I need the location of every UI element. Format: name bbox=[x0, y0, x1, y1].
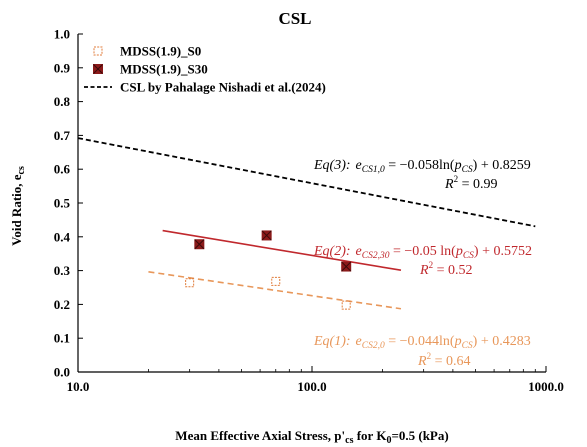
eq3-r2: R2 = 0.99 bbox=[444, 174, 497, 192]
fit-line-2 bbox=[162, 229, 402, 271]
data-point-s30 bbox=[194, 239, 205, 250]
x-tick-label: 10.0 bbox=[67, 379, 90, 394]
marker-cross bbox=[93, 64, 103, 74]
legend-label: CSL by Pahalage Nishadi et al.(2024) bbox=[120, 80, 326, 95]
fit-line-1 bbox=[148, 270, 402, 310]
series-line-csl-reference bbox=[77, 137, 536, 228]
y-tick-label: 0.6 bbox=[54, 162, 71, 177]
y-axis-label: Void Ratio, ecs bbox=[9, 166, 27, 246]
legend: MDSS(1.9)_S0 MDSS(1.9)_S30 CSL by Pahalage… bbox=[84, 44, 326, 95]
data-point-s0 bbox=[185, 278, 195, 288]
eq1-text: Eq(1): eCS2,0 = −0.044ln(pCS) + 0.4283 bbox=[313, 334, 531, 351]
eq3-text: Eq(3): eCS1,0 = −0.058ln(pCS) + 0.8259 bbox=[313, 158, 531, 175]
x-tick-label: 1000.0 bbox=[528, 379, 564, 394]
y-tick-label: 0.4 bbox=[54, 229, 71, 244]
y-tick-label: 0.5 bbox=[54, 196, 71, 211]
annotation-eq3: Eq(3): eCS1,0 = −0.058ln(pCS) + 0.8259 R2… bbox=[313, 158, 531, 192]
eq1-r2: R2 = 0.64 bbox=[417, 351, 470, 369]
y-tick-label: 0.0 bbox=[54, 365, 70, 380]
chart-marks bbox=[77, 137, 536, 310]
legend-label: MDSS(1.9)_S30 bbox=[120, 62, 208, 77]
legend-symbol-s30 bbox=[93, 64, 103, 74]
data-point-s0 bbox=[341, 300, 351, 310]
y-tick-label: 0.9 bbox=[54, 60, 71, 75]
eq2-text: Eq(2): eCS2,30 = −0.05 ln(pCS) + 0.5752 bbox=[313, 244, 532, 261]
chart-title: CSL bbox=[278, 9, 311, 28]
marker-cross bbox=[194, 239, 205, 250]
legend-label: MDSS(1.9)_S0 bbox=[120, 44, 201, 59]
x-tick-label: 100.0 bbox=[297, 379, 326, 394]
eq2-r2: R2 = 0.52 bbox=[419, 260, 472, 278]
data-point-s30 bbox=[341, 261, 352, 272]
legend-symbol-s0 bbox=[93, 46, 103, 56]
data-point-s0 bbox=[271, 276, 281, 286]
x-axis-label: Mean Effective Axial Stress, p'cs for K0… bbox=[175, 428, 448, 446]
y-tick-label: 0.2 bbox=[54, 297, 70, 312]
y-tick-label: 1.0 bbox=[54, 27, 70, 42]
annotation-eq2: Eq(2): eCS2,30 = −0.05 ln(pCS) + 0.5752 R… bbox=[313, 244, 532, 278]
annotation-eq1: Eq(1): eCS2,0 = −0.044ln(pCS) + 0.4283 R2… bbox=[313, 334, 531, 369]
marker-cross bbox=[261, 230, 272, 241]
y-tick-label: 0.3 bbox=[54, 263, 71, 278]
y-tick-label: 0.1 bbox=[54, 331, 70, 346]
marker-cross bbox=[341, 261, 352, 272]
y-tick-label: 0.8 bbox=[54, 94, 71, 109]
y-tick-label: 0.7 bbox=[54, 128, 71, 143]
tick-labels: 0.0 0.1 0.2 0.3 0.4 0.5 0.6 0.7 0.8 0.9 1.0 10.0 100… bbox=[54, 27, 564, 395]
data-point-s30 bbox=[261, 230, 272, 241]
axes bbox=[77, 33, 547, 373]
